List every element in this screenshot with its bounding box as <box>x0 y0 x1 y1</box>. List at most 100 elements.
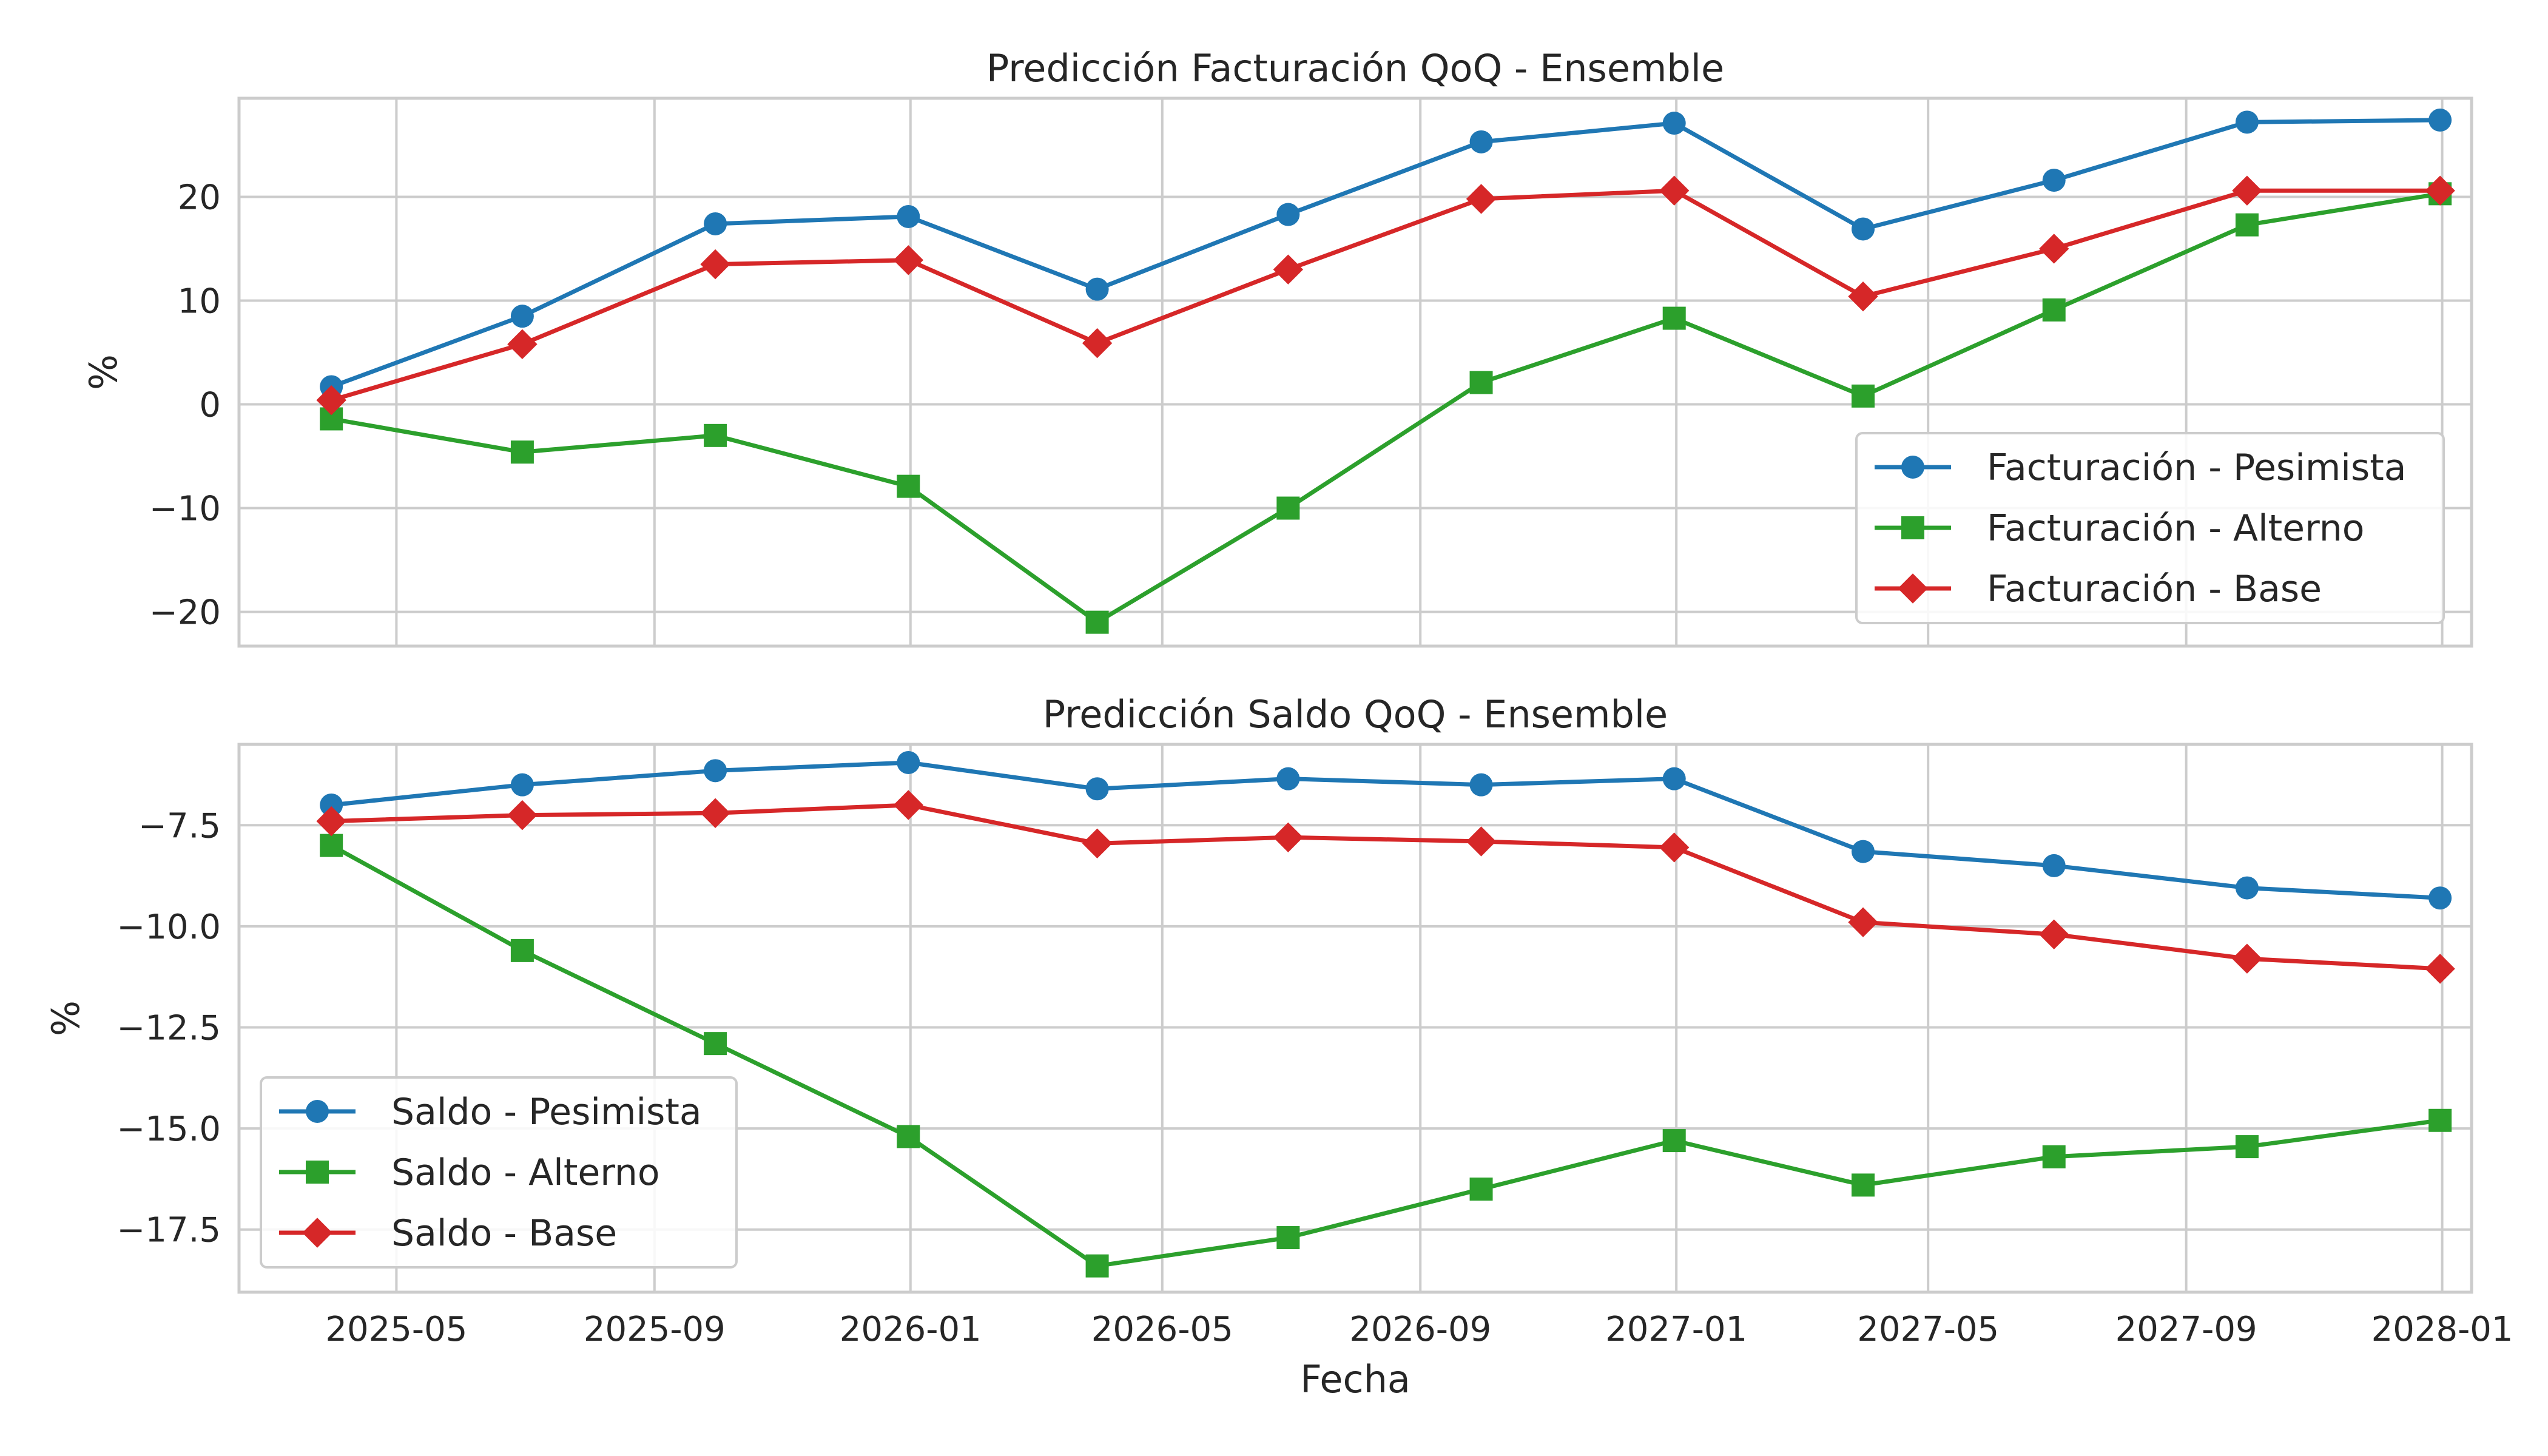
marker-square <box>510 440 534 464</box>
x-tick-label: 2027-05 <box>1857 1310 1999 1349</box>
marker-circle <box>1851 217 1875 241</box>
series-line <box>331 803 2441 971</box>
marker-circle <box>306 1100 329 1123</box>
marker-diamond <box>700 798 730 828</box>
marker-square <box>2042 298 2066 322</box>
series-facturación-alterno <box>320 182 2452 634</box>
series-line <box>331 760 2441 900</box>
y-axis-label: % <box>44 1000 88 1036</box>
marker-square <box>1662 306 1686 330</box>
marker-square <box>510 939 534 962</box>
marker-diamond <box>1848 907 1878 937</box>
marker-diamond <box>700 249 730 280</box>
marker-diamond <box>1082 328 1113 359</box>
marker-diamond <box>507 800 538 831</box>
marker-circle <box>1469 130 1493 153</box>
marker-square <box>897 1125 920 1148</box>
marker-circle <box>1851 840 1875 863</box>
marker-circle <box>1662 112 1686 135</box>
series-line <box>330 118 2441 389</box>
series-facturación-base <box>316 175 2455 416</box>
marker-circle <box>2428 108 2452 132</box>
marker-diamond <box>1659 832 1690 863</box>
series-line <box>330 843 2441 1269</box>
marker-circle <box>510 305 534 328</box>
legend: Saldo - Pesimista Saldo - Alterno Saldo - … <box>260 1076 738 1269</box>
marker-diamond <box>1898 573 1928 604</box>
marker-diamond <box>2425 954 2455 984</box>
marker-circle <box>704 212 727 235</box>
legend-label: Facturación - Pesimista <box>1987 447 2407 489</box>
marker-square <box>1085 1254 1109 1278</box>
marker-diamond <box>302 1218 332 1248</box>
marker-square <box>1276 496 1300 520</box>
marker-square <box>1276 1226 1300 1250</box>
marker-square <box>2235 1135 2259 1159</box>
marker-circle <box>510 773 534 797</box>
marker-circle <box>1276 203 1300 226</box>
marker-diamond <box>2425 175 2455 206</box>
x-tick-label: 2025-09 <box>584 1310 726 1349</box>
series-line <box>331 191 2441 625</box>
marker-circle <box>704 759 727 783</box>
panel-saldo: Predicción Saldo QoQ - Ensemble −7.5 −10.0… <box>44 692 2473 1294</box>
marker-circle <box>2235 110 2259 134</box>
marker-square <box>2235 213 2259 237</box>
marker-diamond <box>893 790 924 820</box>
y-axis-label: % <box>81 354 126 390</box>
marker-square <box>704 1032 727 1056</box>
axes-frame <box>237 743 2473 1294</box>
marker-square <box>1851 1173 1875 1197</box>
marker-diamond <box>1659 175 1690 206</box>
marker-diamond <box>893 245 924 275</box>
y-tick-label: 20 <box>178 178 221 217</box>
y-tick-label: −7.5 <box>138 806 221 846</box>
legend-frame <box>260 1076 738 1269</box>
series-saldo-base <box>316 790 2455 984</box>
x-tick-label: 2026-05 <box>1091 1310 1233 1349</box>
marker-diamond <box>1848 281 1878 312</box>
x-tick-label: 2028-01 <box>2371 1310 2513 1349</box>
y-tick-label: −17.5 <box>116 1211 221 1250</box>
marker-diamond <box>1273 822 1304 852</box>
chart-title: Predicción Facturación QoQ - Ensemble <box>986 46 1724 90</box>
marker-circle <box>2042 854 2066 877</box>
marker-diamond <box>1466 184 1497 214</box>
marker-circle <box>1901 456 1924 479</box>
marker-circle <box>2235 876 2259 900</box>
legend-label: Saldo - Alterno <box>391 1151 660 1194</box>
x-tick-label: 2025-05 <box>325 1310 467 1349</box>
x-tick-label: 2027-01 <box>1605 1310 1747 1349</box>
x-tick-label: 2026-01 <box>840 1310 982 1349</box>
marker-square <box>320 834 343 857</box>
marker-diamond <box>2039 919 2069 949</box>
legend-label: Facturación - Base <box>1987 568 2322 610</box>
marker-diamond <box>507 329 538 360</box>
marker-diamond <box>2039 234 2069 264</box>
legend-frame <box>1855 432 2445 624</box>
marker-diamond <box>316 806 346 837</box>
y-tick-label: 0 <box>199 386 221 425</box>
series-saldo-pesimista <box>320 750 2452 910</box>
legend-label: Saldo - Base <box>391 1212 617 1255</box>
marker-diamond <box>1082 828 1113 858</box>
marker-diamond <box>1466 826 1497 857</box>
y-tick-label: −10 <box>149 490 221 529</box>
marker-square <box>2428 1108 2452 1132</box>
marker-square <box>1085 610 1109 634</box>
marker-circle <box>2042 169 2066 192</box>
marker-square <box>1469 371 1493 394</box>
marker-square <box>2042 1145 2066 1168</box>
marker-circle <box>2428 886 2452 910</box>
marker-square <box>1469 1178 1493 1201</box>
chart-title: Predicción Saldo QoQ - Ensemble <box>1043 692 1668 736</box>
series-saldo-alterno <box>320 834 2452 1278</box>
marker-square <box>306 1161 329 1184</box>
axes-frame <box>237 96 2473 648</box>
panel-facturacion: Predicción Facturación QoQ - Ensemble 20 1… <box>81 46 2473 648</box>
marker-diamond <box>2232 175 2262 206</box>
y-tick-label: −15.0 <box>116 1110 221 1149</box>
marker-circle <box>1662 767 1686 790</box>
marker-square <box>1901 516 1924 539</box>
